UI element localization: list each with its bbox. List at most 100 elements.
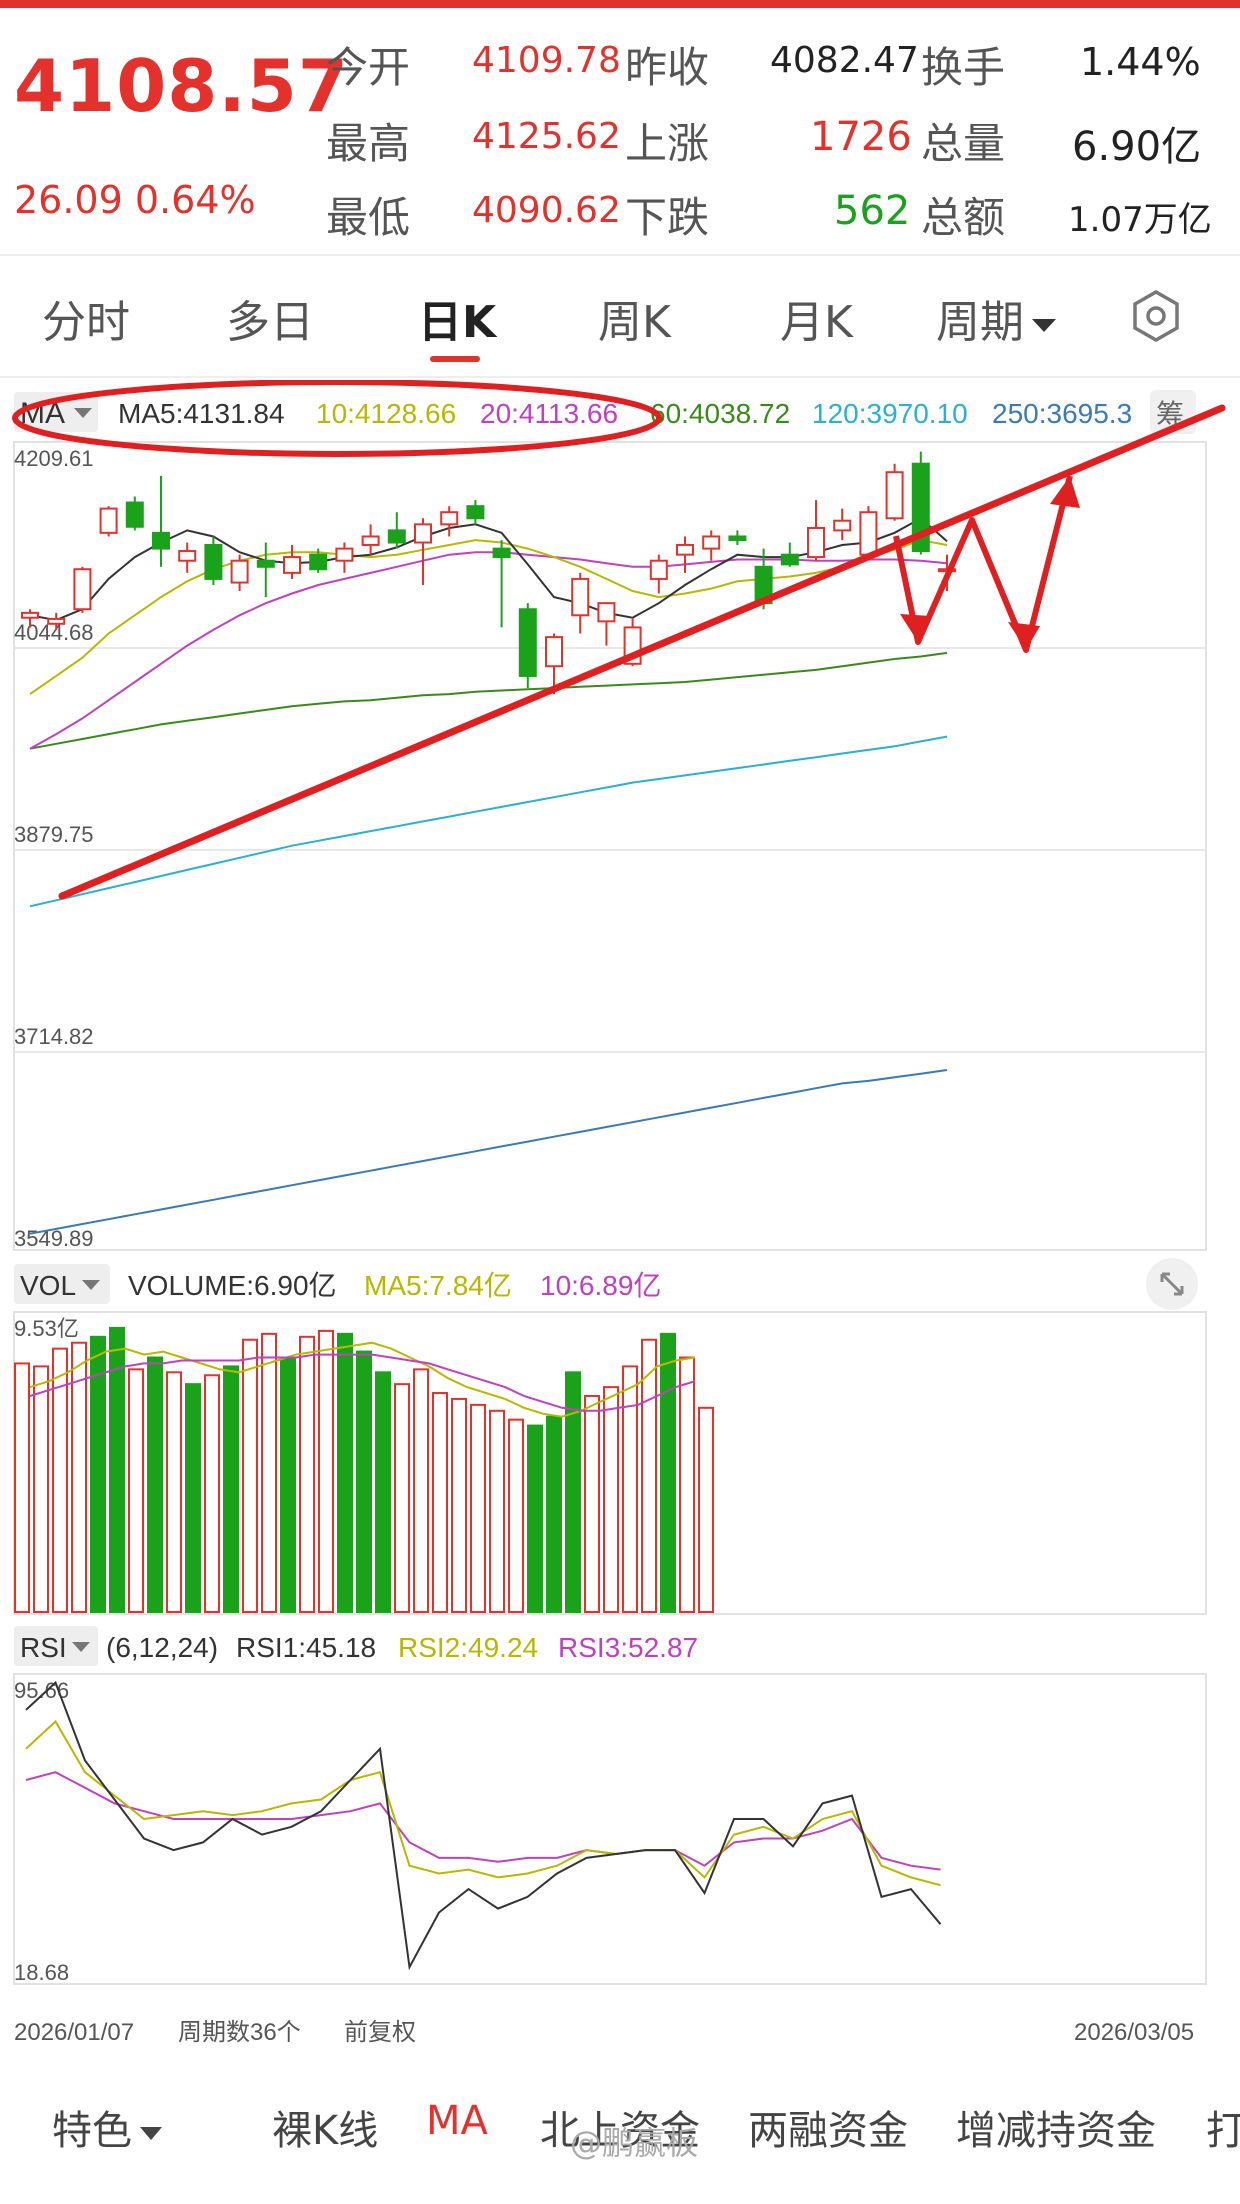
tab-multi-day[interactable]: 多日 [226, 297, 314, 348]
quote-header: 4108.57 26.09 0.64% 今开 4109.78 昨收 4082.4… [0, 8, 1240, 256]
northbound-funds-button[interactable]: 北上资金 [540, 2108, 700, 2154]
candle-body [230, 559, 249, 584]
y-axis-label: 3879.75 [14, 822, 94, 847]
ma10-value: 10:4128.66 [316, 398, 456, 429]
volume-bar [90, 1335, 106, 1613]
ma-selector-bg[interactable] [14, 392, 98, 432]
volume-bar [337, 1332, 353, 1613]
quote-label: 换手 [921, 43, 1006, 92]
vol-chevron-icon [82, 1280, 100, 1290]
rsi3-value: RSI3:52.87 [558, 1632, 698, 1663]
candle-body [649, 559, 668, 580]
candle [309, 548, 328, 573]
candle-body [21, 611, 39, 619]
ma5-value: MA5:4131.84 [118, 398, 285, 429]
ma-button[interactable]: MA [426, 2098, 488, 2144]
volume-bar [565, 1371, 581, 1614]
tab-monthly-k[interactable]: 月K [780, 297, 853, 348]
candle [387, 512, 406, 549]
holding-change-button[interactable]: 增减持资金 [956, 2108, 1156, 2154]
ma120-value: 120:3970.10 [812, 398, 968, 429]
candle-body [73, 568, 92, 611]
tab-weekly-k[interactable]: 周K [598, 297, 671, 348]
rsi-marks [25, 1680, 942, 1971]
candle-body [571, 577, 590, 617]
tab-intraday[interactable]: 分时 [42, 297, 130, 348]
volume-bar [128, 1368, 144, 1613]
period-tabs: 分时 多日 日K 周K 月K 周期 [0, 276, 1240, 362]
more-button[interactable]: 打 [1206, 2108, 1240, 2154]
quote-label: 上涨 [625, 119, 710, 168]
candle [754, 548, 773, 610]
quote-row: 今开 4109.78 昨收 4082.47 换手 1.44% [0, 34, 1240, 94]
last-price: 4108.57 [14, 44, 349, 128]
settings-icon[interactable] [1128, 288, 1184, 344]
candle-body [256, 559, 275, 568]
tab-period-label: 周期 [936, 297, 1024, 348]
volume-ma5-line [29, 1341, 696, 1418]
candle-body [283, 556, 301, 574]
ma20-value: 20:4113.66 [480, 398, 618, 429]
ma-legend: MA MA5:4131.84 10:4128.66 20:4113.66 60:… [14, 390, 1196, 434]
naked-k-button[interactable]: 裸K线 [272, 2108, 379, 2154]
chevron-down-icon [140, 2126, 162, 2140]
quote-row: 最高 4125.62 上涨 1726 总量 6.90亿 [0, 110, 1240, 170]
volume-bar [698, 1406, 714, 1614]
tab-period-dropdown[interactable]: 周期 [936, 286, 1056, 350]
y-axis-label: 3714.82 [14, 1024, 94, 1049]
volume-bar [546, 1415, 562, 1613]
candle-body [309, 553, 328, 571]
candle-body [152, 531, 170, 550]
volume-bar [527, 1424, 543, 1613]
rsi2-line [25, 1719, 941, 1887]
y-axis-label: 4209.61 [14, 446, 94, 471]
rsi-panel: 95.66 18.68 [13, 1673, 1207, 1985]
candle [73, 566, 92, 613]
rsi1-value: RSI1:45.18 [236, 1632, 376, 1663]
candle [780, 542, 799, 567]
rsi-min-label: 18.68 [14, 1960, 69, 1985]
candle [99, 506, 118, 537]
candle [702, 530, 721, 561]
candle [676, 536, 694, 573]
volume-bar [641, 1338, 657, 1613]
annotation-arrowhead [1050, 476, 1080, 508]
quote-value: 4082.47 [770, 40, 919, 81]
volume-bar [318, 1329, 334, 1613]
candle-body [597, 602, 616, 623]
volume-bar [14, 1362, 30, 1613]
rsi-params: (6,12,24) [106, 1632, 218, 1663]
rsi-selector-bg[interactable] [14, 1626, 98, 1666]
ma250-line [29, 1069, 948, 1235]
bottom-toolbar: 特色 裸K线 MA 北上资金 两融资金 增减持资金 打 [0, 2064, 1240, 2204]
ma60-value: 60:4038.72 [650, 398, 790, 429]
expand-icon [1160, 1272, 1184, 1296]
candle-body [911, 462, 930, 553]
ma60-line [29, 651, 948, 750]
volume-bar [489, 1409, 505, 1614]
vol-ma5-value: MA5:7.84亿 [364, 1270, 512, 1301]
annotations [12, 380, 1226, 900]
rsi-max-label: 95.66 [14, 1678, 69, 1703]
candle [911, 451, 930, 555]
vol-selector-bg[interactable] [14, 1264, 110, 1304]
vol-label[interactable]: VOL [20, 1270, 76, 1301]
candle [152, 475, 170, 567]
volume-bar [166, 1371, 182, 1614]
margin-funds-button[interactable]: 两融资金 [748, 2108, 908, 2154]
tab-daily-k[interactable]: 日K [418, 297, 497, 348]
featured-dropdown[interactable]: 特色 [52, 2098, 162, 2156]
quote-value: 4109.78 [472, 40, 621, 81]
volume-bar [660, 1332, 676, 1613]
quote-label: 总额 [921, 193, 1006, 242]
candle-body [859, 511, 878, 556]
rsi-label[interactable]: RSI [20, 1632, 67, 1663]
kline-chart[interactable]: MA MA5:4131.84 10:4128.66 20:4113.66 60:… [0, 380, 1240, 2064]
candle [414, 518, 432, 585]
volume-bar [394, 1383, 410, 1614]
volume-bar [603, 1386, 619, 1613]
candle [335, 542, 354, 573]
volume-bar [280, 1356, 296, 1613]
candle-body [125, 501, 144, 528]
volume-bar [584, 1394, 600, 1614]
